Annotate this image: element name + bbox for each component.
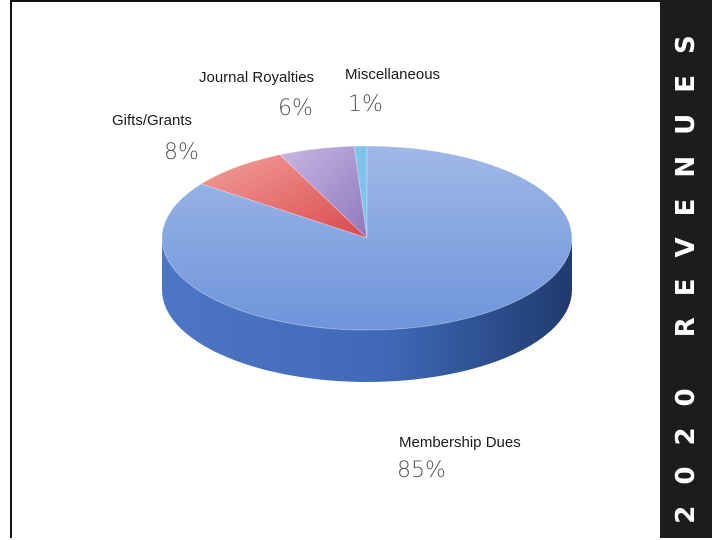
pie-slice-gifts-grants [200, 154, 368, 239]
pie-side-membership-dues [162, 238, 572, 382]
pie-slice-miscellaneous [353, 145, 368, 239]
label-pct-journal-royalties: 6% [278, 96, 313, 121]
side-banner-title: 2020 REVENUES [671, 14, 701, 524]
label-name-journal-royalties: Journal Royalties [199, 69, 314, 86]
label-name-miscellaneous: Miscellaneous [345, 66, 440, 83]
pie-slice-membership-dues [161, 145, 573, 331]
pie-tops [161, 145, 573, 331]
label-pct-miscellaneous: 1% [348, 92, 383, 117]
label-pct-gifts-grants: 8% [164, 140, 199, 165]
pie-labels: Membership Dues 85% Gifts/Grants 8% Journal … [112, 66, 521, 483]
pie-chart: Membership Dues 85% Gifts/Grants 8% Journal … [112, 66, 573, 483]
label-name-gifts-grants: Gifts/Grants [112, 112, 192, 129]
pie-slice-journal-royalties [278, 145, 368, 240]
pie-sides [162, 238, 572, 382]
chart-area: Membership Dues 85% Gifts/Grants 8% Journal … [10, 0, 660, 538]
label-pct-membership-dues: 85% [397, 458, 446, 483]
side-banner: 2020 REVENUES [660, 0, 712, 538]
label-name-membership-dues: Membership Dues [399, 434, 521, 451]
